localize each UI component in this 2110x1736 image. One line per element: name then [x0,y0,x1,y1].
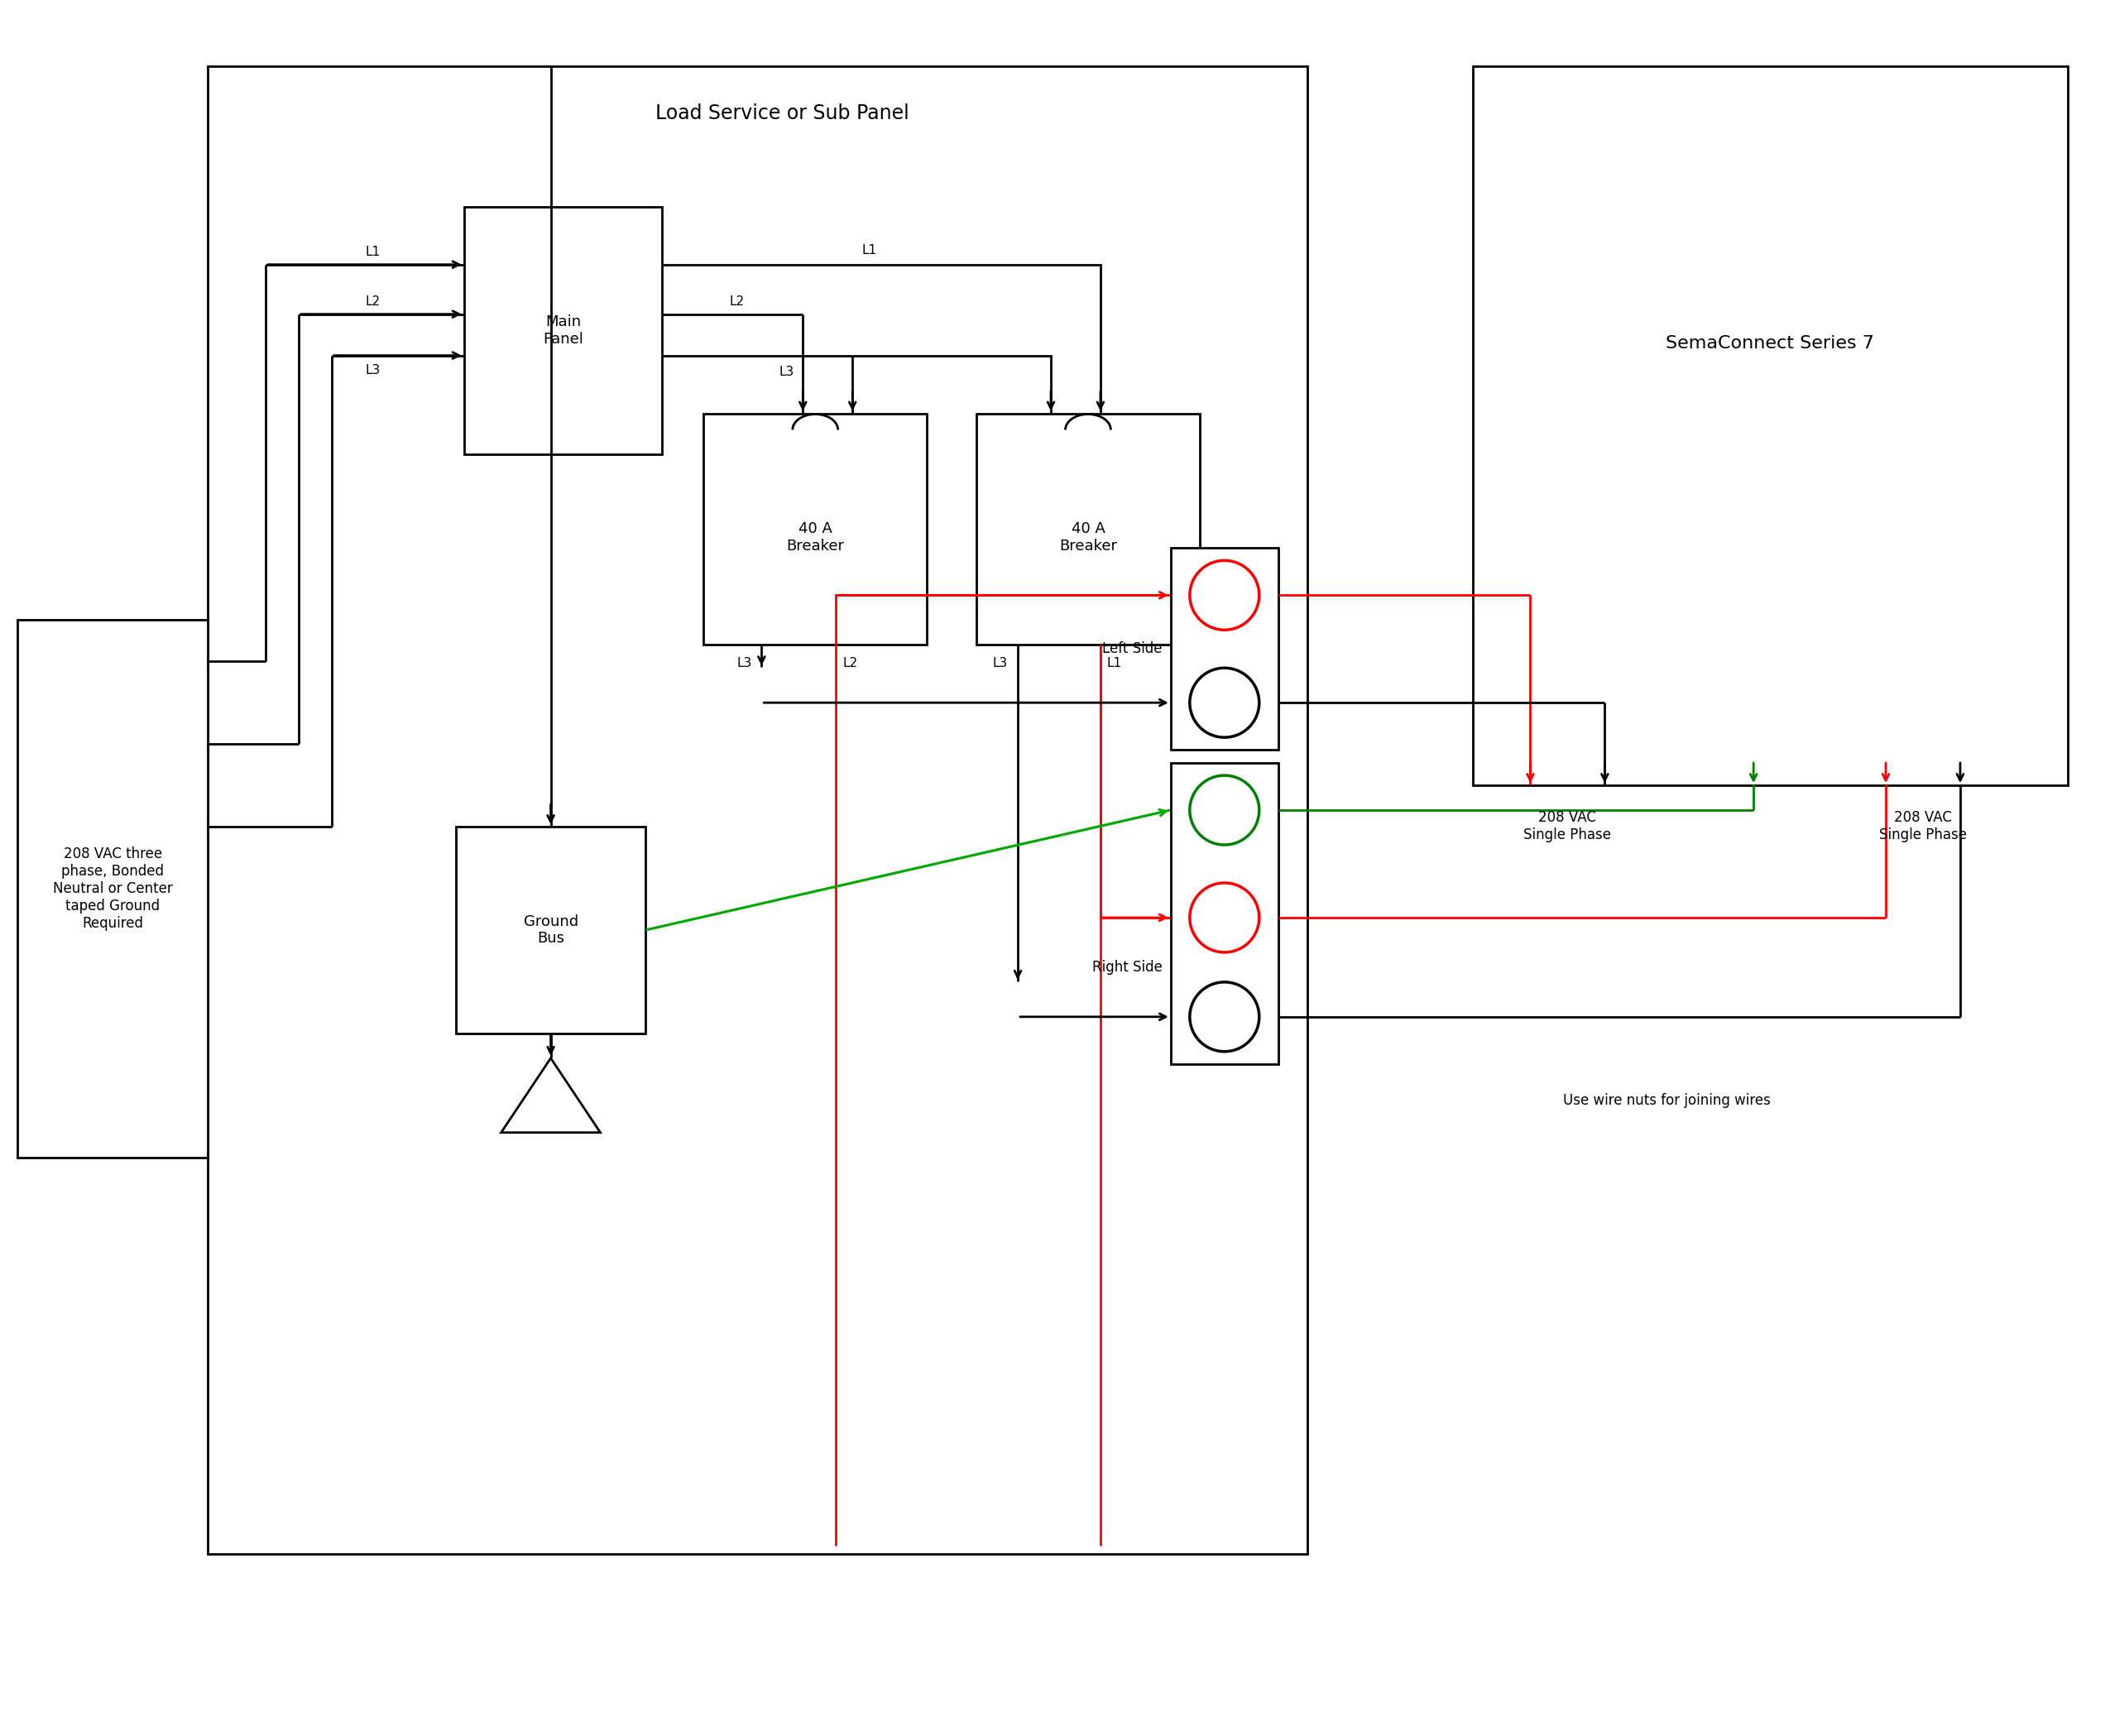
Text: L3: L3 [779,365,793,378]
Text: 208 VAC three
phase, Bonded
Neutral or Center
taped Ground
Required: 208 VAC three phase, Bonded Neutral or C… [53,847,173,930]
Text: L2: L2 [842,658,857,670]
Bar [1473,66,2068,785]
Text: 40 A
Breaker: 40 A Breaker [787,521,844,554]
Bar [207,66,1306,1554]
Text: L1: L1 [861,243,876,257]
Bar [464,207,663,455]
Bar [1171,549,1279,750]
Text: Load Service or Sub Panel: Load Service or Sub Panel [656,104,909,123]
Text: Use wire nuts for joining wires: Use wire nuts for joining wires [1564,1094,1770,1108]
Text: L2: L2 [365,295,380,307]
Text: L1: L1 [365,245,380,259]
Text: 208 VAC
Single Phase: 208 VAC Single Phase [1523,811,1612,842]
Text: L2: L2 [730,295,745,307]
Bar [1171,764,1279,1064]
Text: L3: L3 [365,365,380,377]
Text: L1: L1 [1108,658,1123,670]
Text: 40 A
Breaker: 40 A Breaker [1059,521,1116,554]
Text: Ground
Bus: Ground Bus [523,913,578,946]
Bar [17,620,207,1158]
Text: Left Side: Left Side [1104,642,1163,656]
Text: SemaConnect Series 7: SemaConnect Series 7 [1667,335,1874,351]
Bar [456,826,646,1033]
Text: Main
Panel: Main Panel [542,314,582,347]
Bar [703,413,926,644]
Text: Right Side: Right Side [1093,960,1163,974]
Text: 208 VAC
Single Phase: 208 VAC Single Phase [1880,811,1967,842]
Bar [977,413,1201,644]
Text: L3: L3 [736,658,751,670]
Text: L3: L3 [994,658,1009,670]
